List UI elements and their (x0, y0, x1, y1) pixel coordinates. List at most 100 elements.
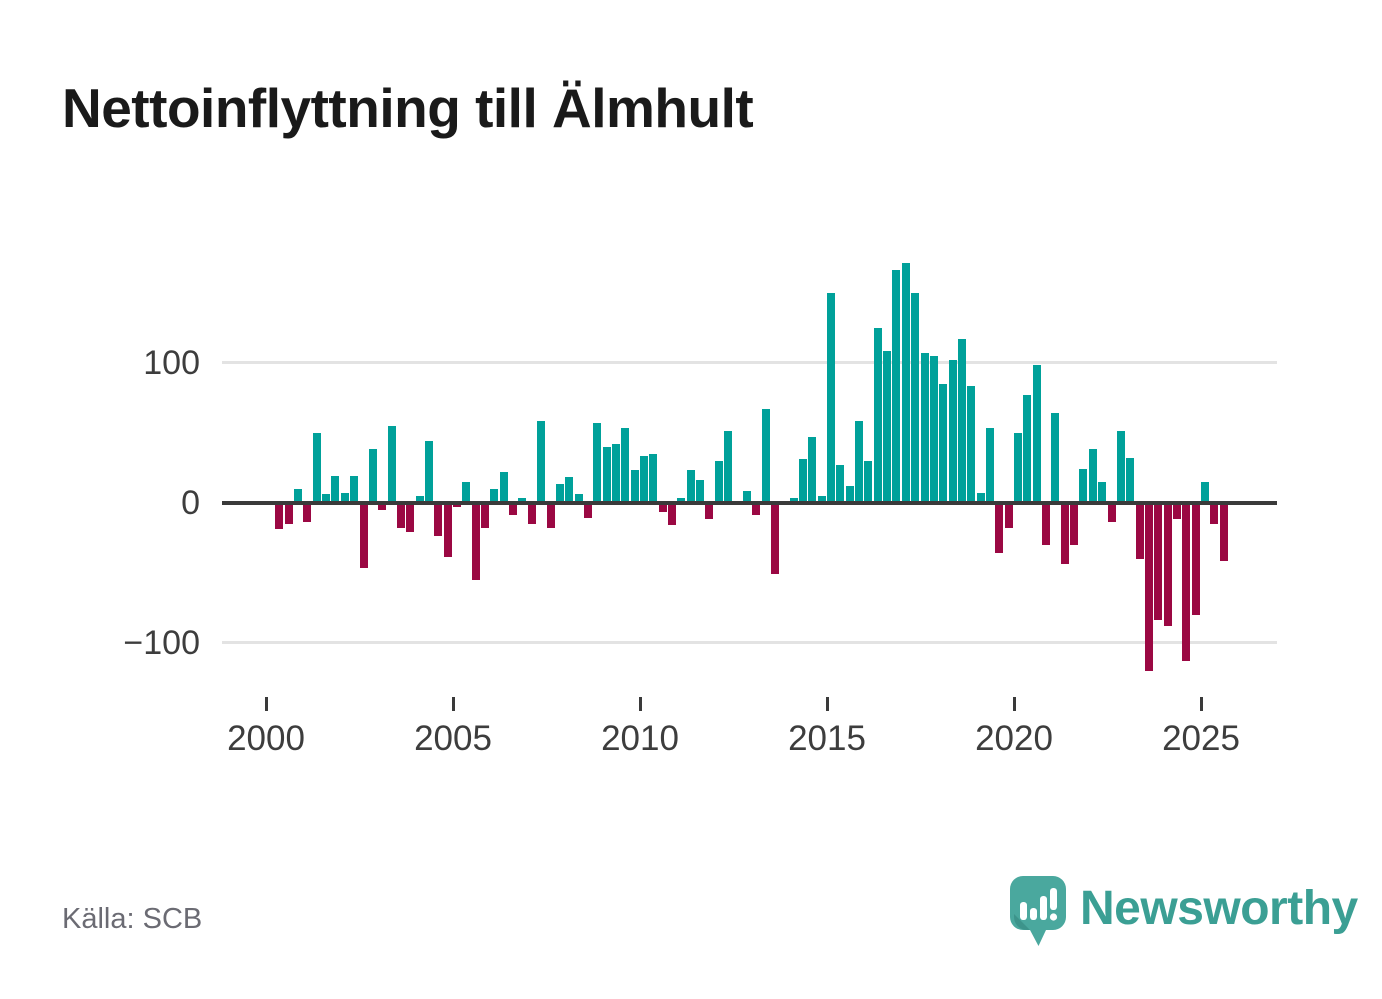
bar (359, 502, 368, 569)
bar (546, 502, 555, 528)
bar (649, 453, 658, 503)
bar (406, 502, 415, 532)
bar (593, 422, 602, 503)
x-axis-tick (638, 697, 642, 711)
bar (752, 502, 761, 516)
bar (817, 495, 826, 503)
bar (396, 502, 405, 528)
x-axis-tick (451, 697, 455, 711)
bar (929, 355, 938, 503)
bar (378, 502, 387, 510)
bar (331, 475, 340, 503)
bar (836, 464, 845, 503)
bar (808, 436, 817, 503)
newsworthy-logo: Newsworthy (1010, 876, 1358, 950)
x-axis-label: 2025 (1162, 719, 1240, 758)
newsworthy-logo-icon (1010, 876, 1066, 946)
y-axis-label: 100 (143, 343, 200, 382)
bar (1060, 502, 1069, 565)
bar (714, 460, 723, 503)
bar (855, 421, 864, 503)
bar (537, 421, 546, 503)
bar (574, 494, 583, 503)
bar (939, 383, 948, 503)
bar (948, 359, 957, 503)
bar (1051, 412, 1060, 503)
bar (490, 488, 499, 503)
bar (509, 502, 518, 516)
x-axis-label: 2015 (788, 719, 866, 758)
bar (696, 480, 705, 503)
zero-line (222, 500, 1277, 505)
x-axis-tick (1199, 697, 1203, 711)
x-axis-tick (1012, 697, 1016, 711)
bar (761, 408, 770, 503)
bar (985, 428, 994, 503)
y-axis-label: −100 (123, 623, 200, 662)
bar (864, 460, 873, 503)
x-axis-label: 2020 (975, 719, 1053, 758)
bar (368, 449, 377, 503)
newsworthy-wordmark: Newsworthy (1080, 882, 1358, 935)
bar (453, 502, 461, 507)
bar (1004, 502, 1013, 528)
bar (527, 502, 536, 524)
bar (1116, 431, 1125, 503)
x-axis-label: 2005 (414, 719, 492, 758)
x-axis-tick (825, 697, 829, 711)
bar (640, 456, 648, 503)
bar (1163, 502, 1172, 626)
bar (901, 263, 910, 503)
bar (583, 502, 592, 518)
bar (518, 498, 527, 503)
bar (1219, 502, 1228, 562)
bar (742, 491, 751, 503)
bar (705, 502, 714, 520)
bar (322, 494, 331, 503)
bar (1191, 502, 1200, 615)
bar (892, 270, 901, 503)
bar (668, 502, 677, 525)
bar (1088, 449, 1097, 503)
bar (611, 443, 620, 503)
gridline (222, 641, 1277, 644)
bar (883, 351, 892, 503)
bar (1154, 502, 1163, 621)
bar (1098, 481, 1107, 503)
bar (967, 386, 976, 503)
bar (312, 432, 321, 503)
bar (911, 292, 920, 503)
bar (481, 502, 490, 528)
source-caption: Källa: SCB (62, 903, 203, 935)
y-axis-label: 0 (181, 483, 200, 522)
bar (1014, 432, 1022, 503)
bar (462, 481, 471, 503)
bar (555, 484, 564, 503)
bar (621, 428, 630, 503)
bar (1079, 468, 1088, 503)
bar (1042, 502, 1051, 545)
bar (340, 492, 349, 503)
bar (658, 502, 667, 513)
bar (1107, 502, 1116, 523)
bar (443, 502, 452, 558)
gridline (222, 361, 1277, 364)
bar (1182, 502, 1191, 661)
bar (789, 498, 798, 503)
bar (1032, 365, 1041, 503)
bar (499, 471, 508, 503)
bar (1144, 502, 1153, 671)
bar (724, 431, 733, 503)
bar (957, 338, 966, 503)
bar (471, 502, 480, 580)
bar (303, 502, 312, 523)
bar (827, 292, 835, 503)
page-title: Nettoinflyttning till Älmhult (62, 77, 754, 139)
bar (602, 446, 611, 503)
bar (630, 470, 639, 503)
bar (284, 502, 293, 524)
x-axis-label: 2010 (601, 719, 679, 758)
bar (677, 498, 686, 503)
